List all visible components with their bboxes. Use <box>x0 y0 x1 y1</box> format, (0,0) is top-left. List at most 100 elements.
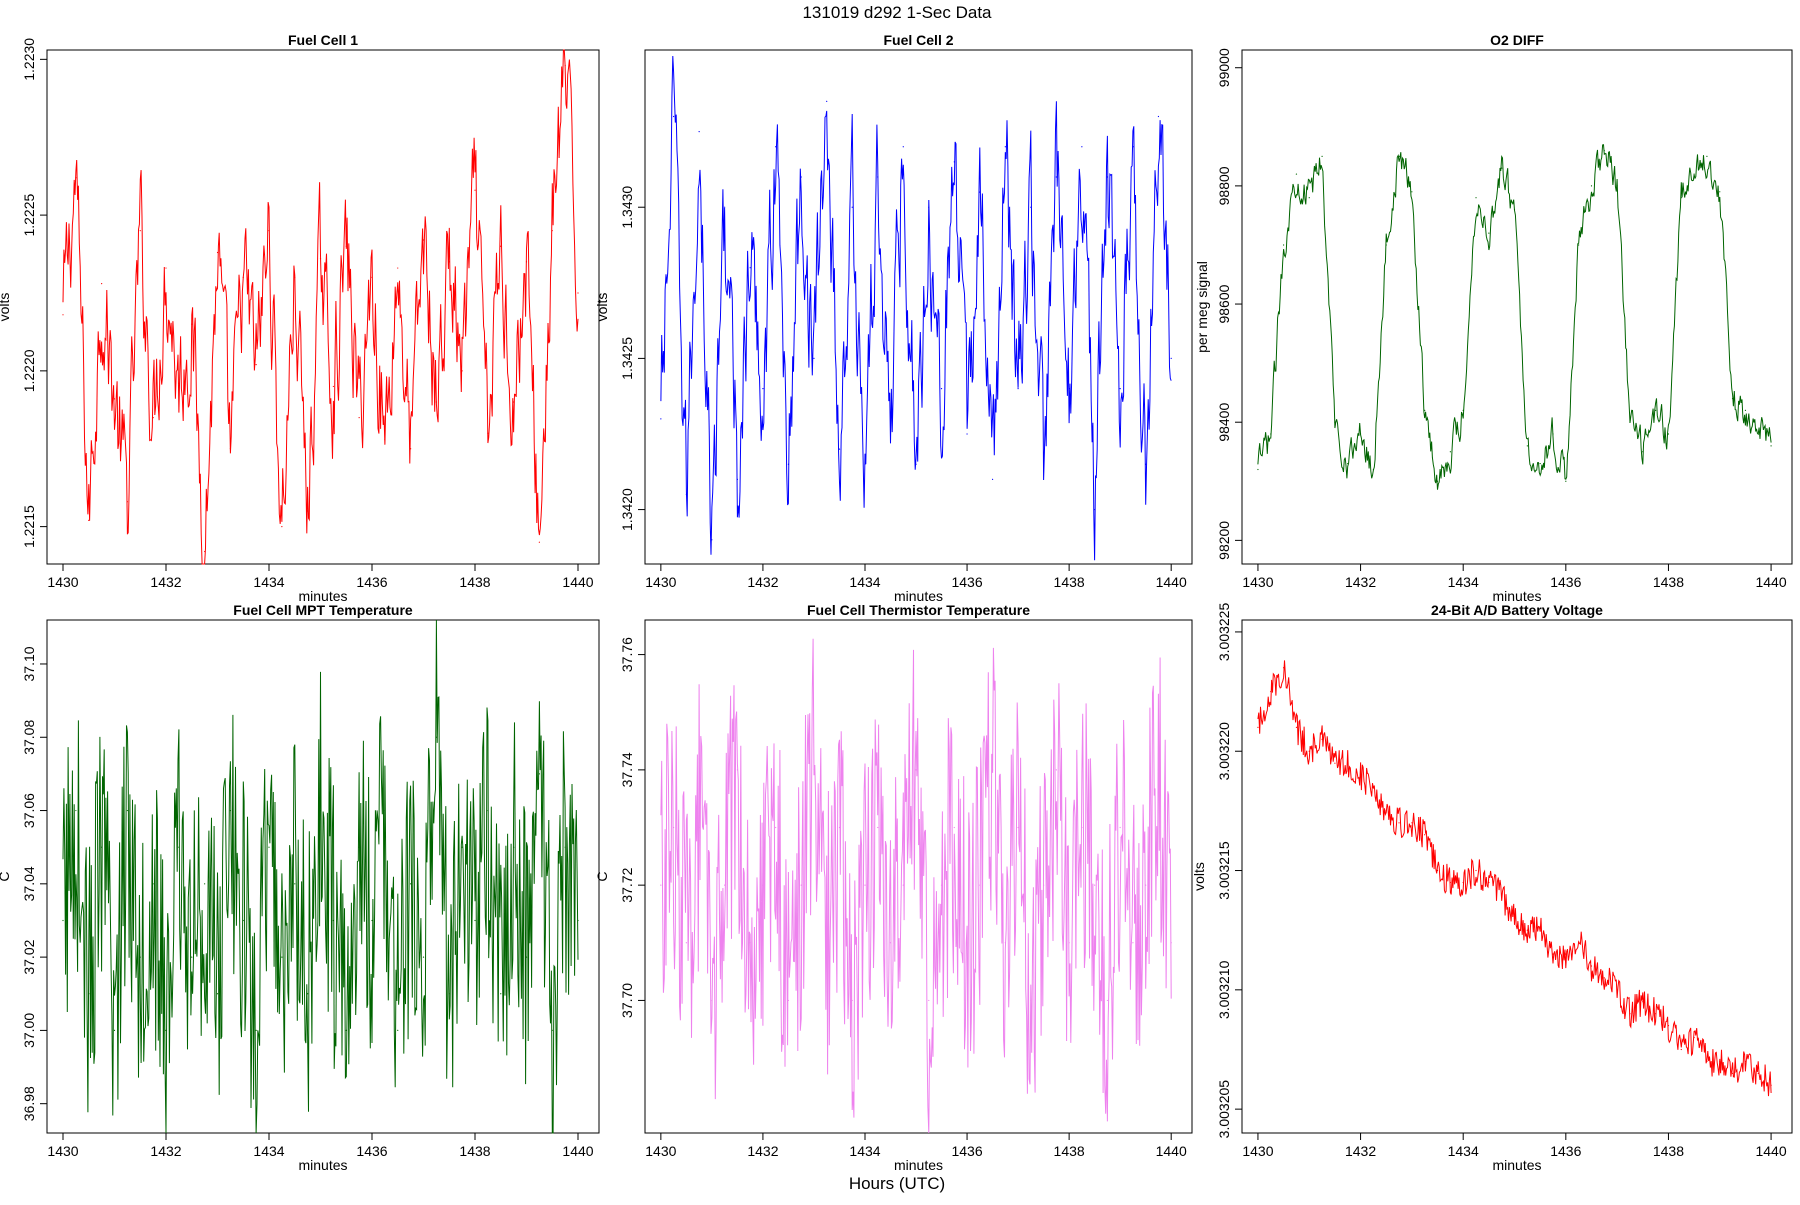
data-point <box>242 276 244 279</box>
data-point <box>991 478 994 480</box>
panel-title: Fuel Cell 2 <box>883 32 953 48</box>
data-point <box>461 370 463 372</box>
data-point <box>358 846 360 848</box>
y-tick-label: 1.3430 <box>619 186 635 229</box>
figure-xlabel: Hours (UTC) <box>849 1174 945 1193</box>
data-point <box>255 1029 257 1031</box>
data-point <box>1359 774 1362 776</box>
data-point <box>1757 1072 1759 1074</box>
x-tick-label: 1440 <box>1156 1143 1187 1159</box>
y-tick-label: 37.04 <box>21 866 37 901</box>
data-point <box>1094 508 1096 511</box>
data-point <box>826 942 828 944</box>
data-point <box>564 64 566 67</box>
x-tick-label: 1440 <box>1755 574 1786 590</box>
data-point <box>1411 191 1413 193</box>
data-point <box>1145 463 1147 465</box>
panel-6: 24-Bit A/D Battery Voltage 1430 1432 1434 14… <box>1191 602 1793 1173</box>
data-point <box>1157 769 1160 771</box>
data-point <box>1398 155 1400 157</box>
y-tick-label: 98800 <box>1216 166 1232 205</box>
data-point <box>1449 881 1451 884</box>
data-point <box>711 999 713 1002</box>
y-axis-label: volts <box>0 293 12 322</box>
x-tick-label: 1432 <box>1345 1143 1376 1159</box>
x-tick-label: 1430 <box>645 1143 676 1159</box>
data-point <box>371 276 373 279</box>
data-point <box>851 999 853 1002</box>
y-tick-label: 37.76 <box>619 637 635 672</box>
data-point <box>474 189 476 191</box>
data-point <box>864 884 866 886</box>
data-point <box>101 846 103 848</box>
data-point <box>877 176 879 178</box>
y-tick-label: 1.3420 <box>619 488 635 531</box>
data-point <box>1770 445 1772 447</box>
data-point <box>877 826 879 829</box>
x-tick-label: 1440 <box>1156 574 1187 590</box>
data-point <box>1372 468 1374 471</box>
data-point <box>1629 1013 1631 1015</box>
y-tick-label: 3.003210 <box>1216 960 1232 1019</box>
data-point <box>242 919 244 922</box>
y-tick-label: 37.00 <box>21 1013 37 1048</box>
data-point <box>1436 480 1439 482</box>
data-point <box>979 884 981 886</box>
data-point <box>358 416 360 419</box>
data-point <box>1475 869 1477 872</box>
data-point <box>1094 884 1096 886</box>
data-point <box>1321 155 1323 157</box>
data-point <box>294 883 296 885</box>
data-point <box>1119 388 1121 390</box>
data-point <box>1157 115 1160 118</box>
data-point <box>915 769 917 771</box>
data-point <box>928 999 930 1002</box>
data-point <box>1030 999 1032 1002</box>
x-tick-label: 1434 <box>253 1143 284 1159</box>
data-point <box>487 432 489 434</box>
series-line <box>660 638 1172 1134</box>
data-point <box>1145 884 1147 886</box>
data-point <box>864 463 866 465</box>
data-point <box>1398 822 1400 824</box>
data-point <box>800 884 802 886</box>
y-tick-label: 3.003220 <box>1216 722 1232 781</box>
data-point <box>1295 726 1298 728</box>
data-point <box>1385 244 1387 246</box>
data-point <box>1655 1013 1657 1015</box>
data-point <box>953 826 955 829</box>
data-point <box>191 323 193 325</box>
data-point <box>787 463 790 465</box>
data-point <box>1004 942 1006 944</box>
data-point <box>551 230 553 232</box>
data-point <box>319 258 322 260</box>
x-tick-label: 1434 <box>253 574 284 590</box>
data-point <box>435 401 437 403</box>
data-point <box>294 276 296 279</box>
plot-frame <box>1241 49 1793 565</box>
data-point <box>1068 388 1070 390</box>
data-point <box>268 230 270 232</box>
data-point <box>1603 977 1605 979</box>
data-point <box>410 448 412 450</box>
data-point <box>724 206 726 208</box>
data-point <box>204 883 206 885</box>
data-point <box>660 884 662 886</box>
data-point <box>1770 1084 1772 1086</box>
data-point <box>216 993 219 995</box>
x-tick-label: 1434 <box>849 1143 880 1159</box>
data-point <box>113 398 116 400</box>
data-point <box>113 1029 116 1031</box>
data-point <box>736 769 739 771</box>
data-point <box>1385 810 1387 812</box>
data-point <box>513 846 515 848</box>
x-tick-label: 1434 <box>1448 574 1479 590</box>
y-tick-label: 37.70 <box>619 983 635 1018</box>
data-point <box>1321 738 1323 740</box>
x-tick-label: 1436 <box>951 1143 982 1159</box>
x-tick-label: 1436 <box>951 574 982 590</box>
y-tick-label: 37.74 <box>619 752 635 787</box>
data-point <box>1081 146 1083 148</box>
x-axis-label: minutes <box>894 1157 943 1173</box>
